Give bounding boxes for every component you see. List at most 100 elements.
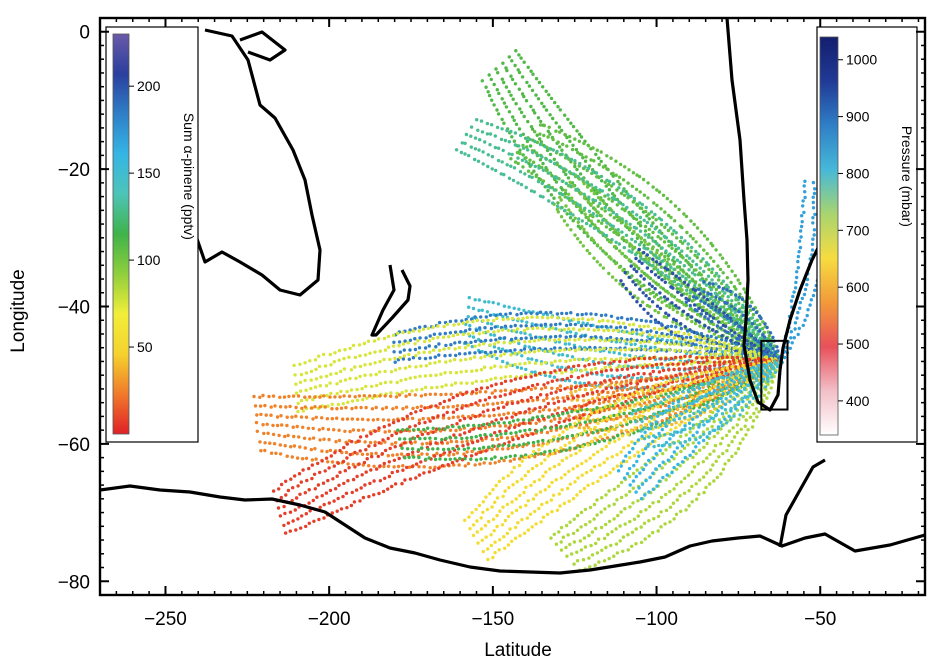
trajectory-point: [483, 326, 487, 330]
trajectory-point: [737, 324, 741, 328]
trajectory-point: [624, 190, 628, 194]
trajectory-point: [671, 307, 675, 312]
trajectory-point: [668, 413, 672, 417]
trajectory-point: [353, 395, 357, 399]
trajectory-point: [470, 381, 475, 385]
trajectory-point: [492, 353, 497, 357]
trajectory-point: [515, 365, 520, 369]
trajectory-point: [568, 334, 573, 339]
trajectory-point: [713, 274, 717, 278]
trajectory-point: [486, 90, 490, 94]
trajectory-point: [560, 148, 564, 152]
trajectory-point: [637, 174, 642, 179]
trajectory-point: [304, 415, 309, 419]
trajectory-point: [329, 391, 333, 396]
trajectory-point: [459, 330, 463, 334]
trajectory-point: [634, 385, 639, 389]
trajectory-point: [404, 377, 408, 382]
trajectory-point: [617, 393, 621, 397]
trajectory-point: [688, 288, 693, 292]
trajectory-point: [516, 338, 521, 343]
trajectory-point: [735, 336, 739, 341]
trajectory-point: [581, 244, 585, 248]
trajectory-point: [702, 280, 706, 284]
trajectory-point: [730, 269, 734, 273]
trajectory-point: [698, 350, 702, 355]
trajectory-point: [514, 49, 518, 53]
trajectory-point: [491, 444, 495, 448]
trajectory-point: [536, 116, 541, 120]
trajectory-point: [522, 308, 526, 313]
trajectory-point: [419, 408, 423, 413]
trajectory-point: [337, 348, 342, 353]
trajectory-point: [314, 377, 319, 381]
trajectory-point: [445, 441, 450, 445]
trajectory-point: [510, 415, 514, 419]
trajectory-point: [540, 315, 545, 320]
trajectory-point: [701, 402, 706, 407]
trajectory-point: [637, 346, 641, 351]
trajectory-point: [305, 398, 309, 402]
trajectory-point: [343, 378, 348, 382]
trajectory-point: [578, 387, 582, 392]
trajectory-point: [725, 355, 729, 359]
trajectory-point: [500, 347, 505, 351]
trajectory-point: [669, 356, 674, 361]
trajectory-point: [566, 196, 570, 200]
trajectory-point: [298, 445, 302, 449]
trajectory-point: [466, 446, 470, 450]
trajectory-point: [433, 355, 437, 359]
trajectory-point: [499, 432, 503, 436]
trajectory-point: [481, 342, 486, 346]
trajectory-point: [599, 159, 603, 164]
trajectory-point: [635, 376, 640, 381]
trajectory-point: [651, 230, 655, 235]
trajectory-point: [564, 311, 569, 316]
trajectory-point: [686, 312, 690, 317]
trajectory-point: [632, 338, 636, 343]
trajectory-point: [508, 454, 512, 458]
trajectory-point: [711, 282, 715, 286]
trajectory-point: [474, 452, 478, 456]
trajectory-point: [523, 351, 527, 355]
trajectory-point: [684, 300, 688, 304]
trajectory-point: [505, 402, 509, 406]
trajectory-point: [659, 237, 663, 241]
trajectory-point: [368, 394, 372, 398]
trajectory-point: [513, 82, 518, 86]
trajectory-point: [463, 141, 467, 145]
trajectory-point: [574, 389, 578, 393]
trajectory-point: [509, 431, 513, 435]
trajectory-point: [436, 414, 440, 418]
trajectory-point: [702, 290, 706, 294]
trajectory-point: [653, 287, 657, 291]
trajectory-point: [494, 338, 498, 342]
trajectory-point: [702, 341, 707, 345]
trajectory-point: [525, 326, 530, 331]
trajectory-point: [623, 165, 627, 169]
trajectory-point: [459, 370, 463, 374]
trajectory-point: [593, 223, 597, 227]
trajectory-point: [621, 268, 625, 273]
trajectory-point: [538, 132, 542, 136]
trajectory-point: [648, 372, 652, 376]
trajectory-point: [528, 158, 532, 162]
trajectory-point: [627, 373, 631, 378]
trajectory-point: [516, 181, 520, 185]
trajectory-point: [578, 240, 583, 244]
trajectory-point: [708, 285, 712, 289]
trajectory-point: [583, 348, 587, 352]
trajectory-point: [493, 376, 498, 380]
trajectory-point: [515, 313, 519, 317]
trajectory-point: [531, 108, 535, 112]
trajectory-point: [593, 441, 597, 446]
trajectory-point: [561, 396, 565, 400]
trajectory-point: [300, 514, 304, 518]
trajectory-point: [543, 373, 548, 378]
trajectory-point: [317, 364, 322, 369]
trajectory-point: [581, 317, 585, 321]
trajectory-point: [346, 400, 350, 404]
trajectory-point: [338, 395, 342, 399]
trajectory-point: [631, 408, 635, 413]
trajectory-point: [634, 217, 639, 221]
